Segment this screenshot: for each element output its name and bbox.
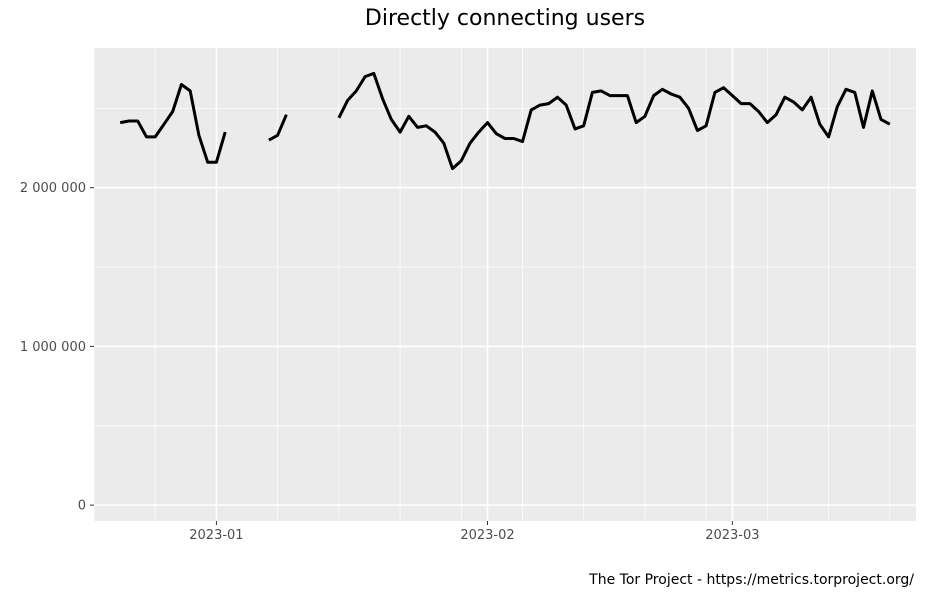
y-tick-label: 2 000 000	[20, 181, 86, 196]
major-grid	[94, 48, 916, 521]
y-axis: 0 1 000 000 2 000 000	[20, 181, 94, 514]
series-line-segment	[337, 71, 891, 171]
x-axis: 2023-01 2023-02 2023-03	[189, 521, 760, 543]
series-line-segment	[268, 114, 288, 142]
x-tick-label: 2023-03	[705, 528, 759, 543]
y-tick-label: 0	[78, 499, 86, 514]
x-tick-label: 2023-02	[460, 528, 514, 543]
chart-caption: The Tor Project - https://metrics.torpro…	[588, 572, 914, 588]
series-line-segment	[119, 83, 227, 164]
x-tick-label: 2023-01	[189, 528, 243, 543]
chart-title: Directly connecting users	[365, 6, 645, 31]
y-tick-label: 1 000 000	[20, 340, 86, 355]
plot-panel	[94, 48, 916, 521]
series-layer	[119, 71, 891, 171]
